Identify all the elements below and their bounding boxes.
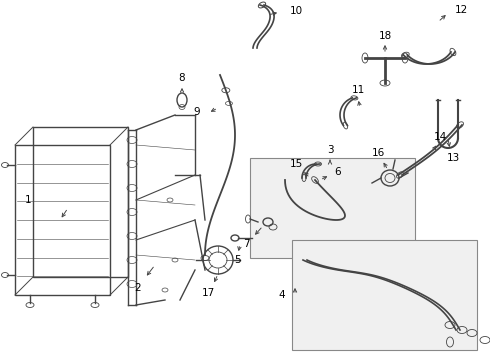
Text: 16: 16: [371, 148, 385, 158]
Text: 12: 12: [455, 5, 468, 15]
Text: 6: 6: [335, 167, 342, 177]
Bar: [15, 145, 110, 295]
Text: 7: 7: [243, 239, 249, 249]
Text: 18: 18: [378, 31, 392, 41]
Text: 8: 8: [179, 73, 185, 83]
Text: 3: 3: [327, 145, 333, 155]
Text: 14: 14: [433, 132, 446, 142]
Bar: [250, 158, 415, 258]
Text: 15: 15: [290, 159, 303, 169]
Text: 2: 2: [135, 283, 141, 293]
Text: 5: 5: [234, 255, 240, 265]
Text: 17: 17: [201, 288, 215, 298]
Text: 1: 1: [24, 195, 31, 205]
Text: 11: 11: [351, 85, 365, 95]
Bar: [292, 240, 477, 350]
Text: 4: 4: [278, 290, 285, 300]
Text: 9: 9: [194, 107, 200, 117]
Bar: [33, 127, 128, 277]
Text: 13: 13: [446, 153, 460, 163]
Text: 10: 10: [290, 6, 303, 16]
